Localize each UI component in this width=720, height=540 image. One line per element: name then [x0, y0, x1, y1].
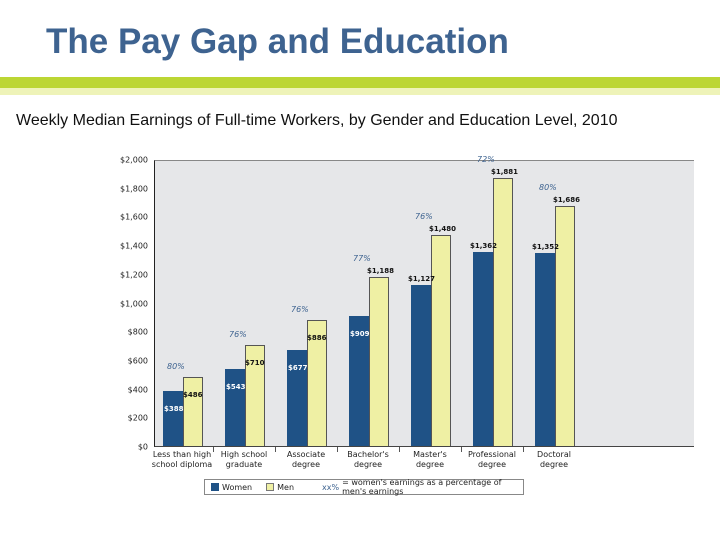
legend-men: Men [266, 483, 294, 492]
x-tick [523, 447, 524, 452]
women-value-label: $909 [350, 330, 370, 339]
percentage-label: 72% [477, 154, 495, 164]
women-value-label: $677 [288, 363, 308, 372]
men-value-label: $1,188 [367, 266, 395, 275]
bar-chart: $0 $200 $400 $600 $800 $1,000 $1,200 $1,400 $1,6… [108, 152, 694, 502]
x-tick-label: Doctoral degree [537, 450, 571, 469]
bar-men [493, 177, 513, 446]
percentage-label: 76% [229, 329, 247, 339]
y-tick-label: $200 [127, 413, 148, 423]
x-tick-label: Bachelor's degree [347, 450, 389, 469]
men-value-label: $710 [245, 358, 265, 367]
x-tick [399, 447, 400, 452]
y-axis: $0 $200 $400 $600 $800 $1,000 $1,200 $1,400 $1,6… [108, 152, 148, 452]
women-value-label: $388 [164, 404, 184, 413]
bar-men [245, 344, 265, 446]
x-tick [337, 447, 338, 452]
women-swatch [211, 483, 219, 491]
y-tick-label: $600 [127, 356, 148, 366]
bar-women [287, 349, 307, 446]
bar-men [431, 235, 451, 446]
women-value-label: $1,127 [408, 275, 436, 284]
y-tick-label: $2,000 [120, 155, 148, 165]
bar-women [225, 368, 245, 446]
percentage-label: 80% [167, 361, 185, 371]
men-value-label: $1,881 [491, 167, 519, 176]
x-tick [461, 447, 462, 452]
legend-note: xx% = women's earnings as a percentage o… [322, 478, 502, 496]
slide-title: The Pay Gap and Education [46, 22, 509, 61]
percentage-label: 80% [539, 182, 557, 192]
y-tick-label: $400 [127, 385, 148, 395]
accent-bar [0, 77, 720, 88]
y-tick-label: $1,200 [120, 270, 148, 280]
bar-men [183, 376, 203, 446]
y-tick-label: $800 [127, 327, 148, 337]
men-value-label: $886 [307, 333, 327, 342]
x-tick [275, 447, 276, 452]
percentage-label: 76% [415, 212, 433, 222]
women-value-label: $1,352 [532, 243, 560, 252]
y-tick-label: $1,800 [120, 184, 148, 194]
percentage-label: 76% [291, 304, 309, 314]
y-tick-label: $1,400 [120, 241, 148, 251]
accent-bar-light [0, 88, 720, 95]
bar-women [349, 316, 369, 446]
y-tick-label: $1,600 [120, 212, 148, 222]
bar-men [369, 276, 389, 446]
legend-women: Women [211, 483, 252, 492]
x-tick-label: Less than high school diploma [151, 450, 213, 469]
x-tick [213, 447, 214, 452]
men-swatch [266, 483, 275, 491]
x-tick-label: Master's degree [413, 450, 447, 469]
men-value-label: $486 [183, 390, 203, 399]
x-tick-label: Professional degree [467, 450, 517, 469]
chart-subtitle: Weekly Median Earnings of Full-time Work… [16, 112, 618, 129]
bar-men [307, 319, 327, 446]
x-tick-label: High school graduate [220, 450, 268, 469]
women-value-label: $543 [226, 382, 246, 391]
legend: Women Men xx% = women's earnings as a pe… [204, 478, 524, 496]
women-value-label: $1,362 [470, 241, 498, 250]
y-tick-label: $1,000 [120, 299, 148, 308]
percentage-label: 77% [353, 253, 371, 263]
y-tick-label: $0 [137, 442, 148, 452]
bar-women [411, 285, 431, 446]
x-tick-label: Associate degree [286, 450, 326, 469]
bar-women [535, 253, 555, 446]
men-value-label: $1,686 [553, 195, 581, 204]
men-value-label: $1,480 [429, 225, 457, 234]
plot-area: $388 $486 80% $543 $710 76% $677 $886 76% $909 $1,… [154, 155, 694, 447]
bar-women [473, 251, 493, 446]
bar-men [555, 205, 575, 446]
bar-women [163, 390, 183, 446]
